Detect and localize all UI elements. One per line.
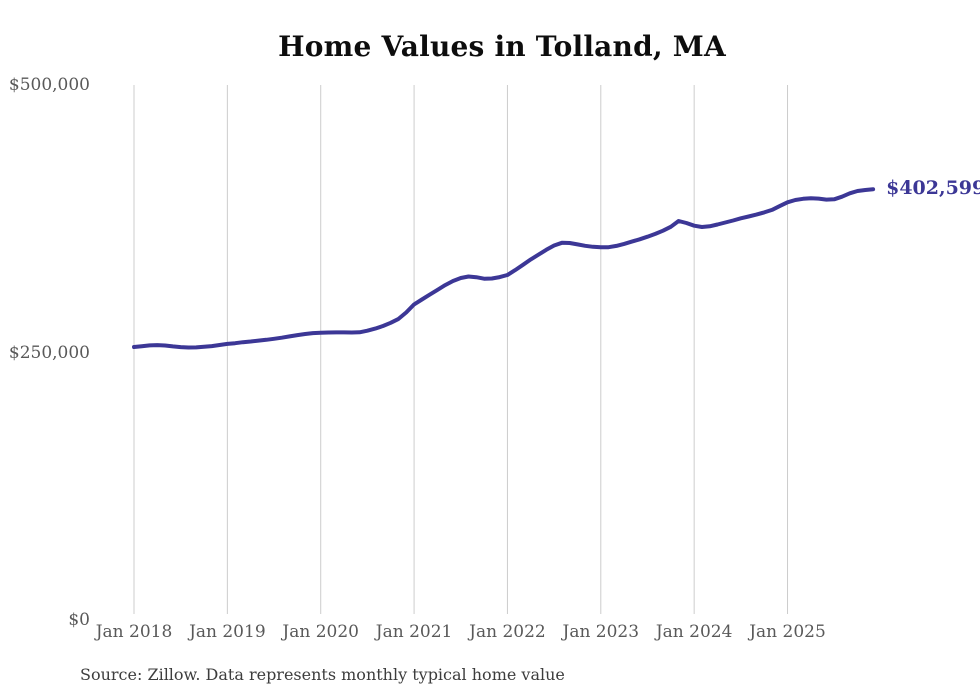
x-tick-label: Jan 2023 [562, 622, 640, 642]
latest-value-label: $402,599 [886, 177, 980, 200]
home-value-line-series [132, 187, 876, 350]
x-tick-label: Jan 2022 [469, 622, 546, 642]
x-tick-label: Jan 2020 [282, 622, 359, 642]
source-note: Source: Zillow. Data represents monthly … [80, 665, 565, 684]
vertical-gridlines [133, 85, 789, 614]
y-tick-label: $500,000 [8, 75, 90, 95]
y-tick-label: $250,000 [8, 342, 90, 363]
x-tick-label: Jan 2019 [189, 622, 266, 642]
x-tick-label: Jan 2021 [375, 622, 453, 642]
x-tick-label: Jan 2018 [95, 622, 173, 642]
x-tick-label: Jan 2025 [749, 622, 826, 642]
chart-title: Home Values in Tolland, MA [278, 30, 726, 63]
x-tick-label: Jan 2024 [655, 622, 733, 642]
y-tick-label: $0 [68, 610, 90, 630]
